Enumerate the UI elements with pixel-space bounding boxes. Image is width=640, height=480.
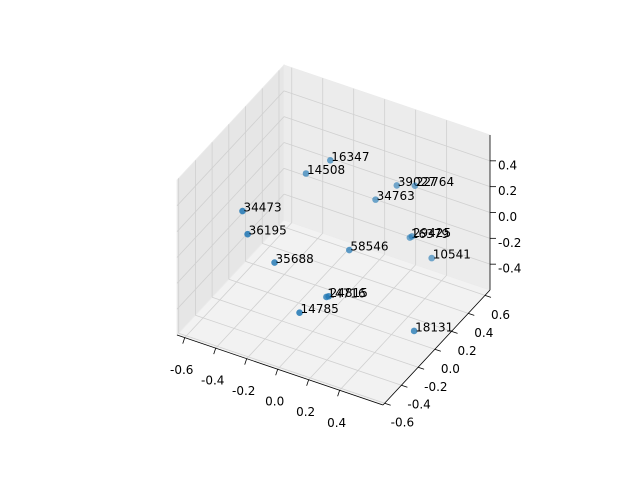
grid-line [228, 278, 435, 350]
x-tick-label: 0.2 [296, 405, 315, 419]
y-tick-label: 0.4 [474, 326, 493, 340]
point-label: 14508 [307, 163, 345, 177]
grid-line [308, 264, 416, 381]
point-label: 34763 [377, 189, 415, 203]
point-label: 35688 [276, 252, 314, 266]
y-tick-label: 0.6 [491, 308, 510, 322]
tick-mark [384, 402, 391, 406]
point-label: 14785 [301, 302, 339, 316]
x-axis-line [176, 334, 384, 406]
tick-mark [434, 348, 441, 352]
grid-line [246, 243, 354, 359]
tick-mark [484, 295, 492, 298]
tick-mark [244, 358, 248, 365]
x-tick-label: -0.2 [232, 384, 255, 398]
point-label: 34473 [243, 201, 281, 215]
grid-line [283, 193, 491, 265]
z-tick-label: 0.0 [498, 210, 517, 224]
z-tick-label: 0.2 [498, 184, 517, 198]
point [302, 170, 310, 177]
grid-line [176, 193, 285, 310]
grid-line [283, 116, 491, 188]
grid-line [178, 332, 385, 404]
point-label: 10541 [433, 248, 471, 262]
point-label: 39027 [398, 175, 436, 189]
x-tick-label: 0.0 [265, 395, 284, 409]
point [326, 157, 334, 164]
x-tick-label: -0.4 [201, 374, 224, 388]
tick-mark [451, 330, 458, 334]
point [408, 233, 416, 240]
tick-mark [468, 312, 475, 316]
point [428, 254, 436, 262]
y-tick-label: 0.0 [441, 362, 460, 376]
x-tick-label: 0.4 [327, 416, 346, 430]
tick-mark [337, 390, 341, 397]
point-label: 18131 [415, 320, 453, 334]
tick-mark [306, 379, 310, 386]
point [346, 246, 353, 254]
grid-line [283, 167, 491, 239]
y-axis-line [382, 289, 491, 406]
grid-line [176, 116, 285, 232]
z-tick-label: 0.4 [498, 158, 517, 172]
grid-line [195, 314, 402, 386]
point [411, 182, 419, 189]
grid-line [245, 260, 452, 332]
y-tick-label: -0.6 [391, 416, 414, 430]
tick-mark [401, 384, 408, 388]
grid-line [211, 296, 419, 368]
point [393, 182, 401, 189]
z-tick-label: -0.4 [498, 262, 521, 276]
point-label: 36195 [249, 224, 287, 238]
grid-line [283, 90, 491, 162]
point [410, 327, 418, 335]
y-tick-label: -0.4 [407, 398, 430, 412]
grid-line [176, 142, 285, 258]
tick-mark [417, 366, 425, 370]
point [271, 259, 278, 266]
point-label: 16379 [411, 227, 449, 241]
grid-line [184, 222, 293, 338]
tick-mark [182, 337, 186, 344]
point [244, 230, 251, 238]
tick-mark [213, 348, 217, 355]
point-label: 58546 [350, 240, 388, 254]
x-tick-label: -0.6 [170, 363, 193, 377]
grid-line [176, 168, 285, 284]
grid-line [277, 253, 385, 370]
grid-line [215, 232, 324, 349]
point [372, 196, 379, 203]
y-tick-label: 0.2 [458, 344, 477, 358]
point [239, 207, 246, 215]
point-label: 29425 [413, 226, 451, 240]
point-label: 22764 [416, 175, 454, 189]
point-label: 14716 [327, 286, 365, 300]
grid-line [339, 274, 447, 391]
tick-mark [275, 369, 279, 376]
point-label: 16347 [331, 150, 369, 164]
y-tick-label: -0.2 [424, 380, 447, 394]
point [325, 293, 332, 300]
grid-line [176, 90, 285, 207]
grid-line [262, 242, 469, 314]
point-label: 24815 [330, 286, 368, 300]
grid-line [283, 142, 491, 213]
z-tick-label: -0.2 [498, 236, 521, 250]
point [296, 309, 303, 316]
grid-line [278, 225, 486, 296]
